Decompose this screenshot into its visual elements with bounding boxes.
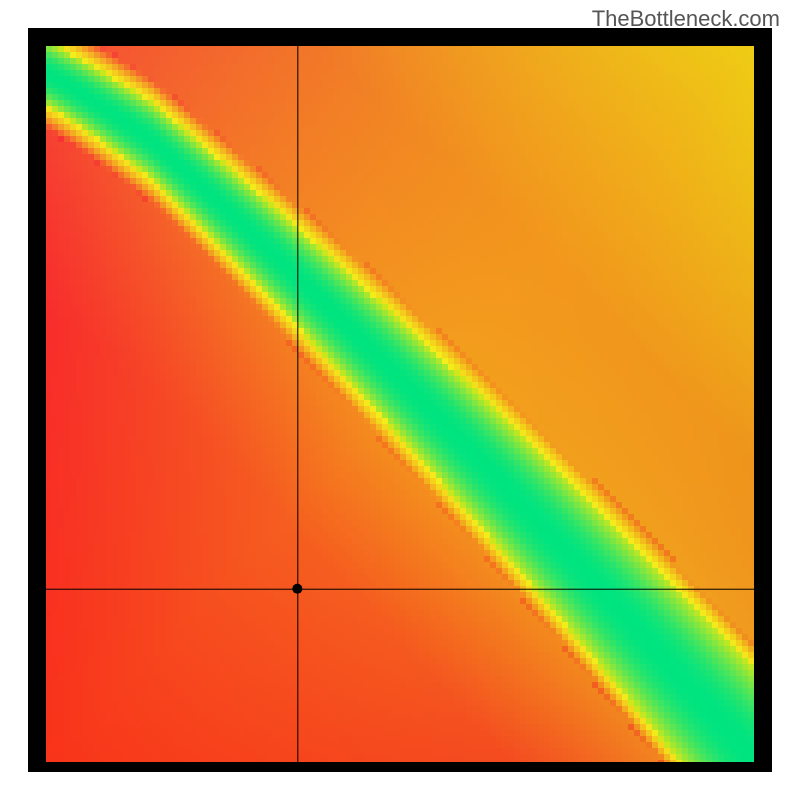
heatmap-plot bbox=[28, 28, 772, 772]
watermark-text: TheBottleneck.com bbox=[592, 6, 780, 32]
heatmap-canvas bbox=[28, 28, 772, 772]
